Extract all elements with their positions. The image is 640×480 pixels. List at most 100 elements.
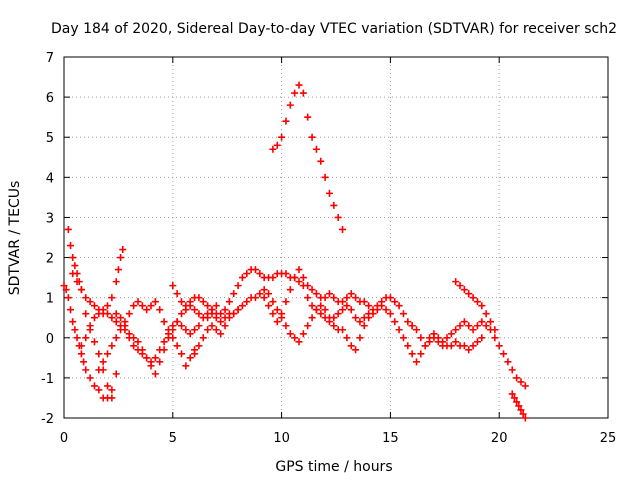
data-point (80, 358, 88, 366)
data-point (465, 346, 473, 354)
data-point (117, 254, 125, 262)
data-point (443, 334, 451, 342)
data-point (191, 306, 199, 314)
data-point (160, 346, 168, 354)
data-point (291, 334, 299, 342)
y-tick-label: 4 (46, 171, 54, 186)
y-tick-label: -1 (41, 372, 54, 387)
data-point (312, 290, 320, 298)
data-point (265, 290, 273, 298)
series-track-7 (169, 266, 373, 318)
data-point (125, 330, 133, 338)
data-point (282, 270, 290, 278)
data-point (452, 338, 460, 346)
data-point (90, 314, 98, 322)
data-point (352, 314, 360, 322)
data-point (151, 298, 159, 306)
data-point (108, 342, 116, 350)
data-point (352, 346, 360, 354)
series-track-8 (191, 286, 342, 358)
data-point (378, 302, 386, 310)
data-point (114, 266, 122, 274)
data-point (199, 334, 207, 342)
series-track-14 (269, 81, 347, 233)
data-point (482, 322, 490, 330)
data-point (299, 282, 307, 290)
data-point (365, 302, 373, 310)
data-point (71, 262, 79, 270)
data-point (117, 314, 125, 322)
data-point (160, 318, 168, 326)
data-point (360, 298, 368, 306)
data-point (308, 286, 316, 294)
data-point (282, 322, 290, 330)
data-point (112, 310, 120, 318)
y-tick-label: 6 (46, 91, 54, 106)
data-point (195, 342, 203, 350)
data-point (186, 298, 194, 306)
data-point (217, 318, 225, 326)
series-track-3 (69, 246, 127, 318)
data-point (173, 290, 181, 298)
data-point (460, 286, 468, 294)
data-point (99, 306, 107, 314)
data-point (169, 326, 177, 334)
data-point (195, 294, 203, 302)
data-point (382, 306, 390, 314)
data-point (269, 274, 277, 282)
data-point (356, 318, 364, 326)
data-point (60, 282, 68, 290)
data-point (452, 326, 460, 334)
data-point (138, 346, 146, 354)
data-point (108, 294, 116, 302)
series-track-5 (95, 298, 199, 374)
data-point (286, 101, 294, 109)
x-axis-label: GPS time / hours (275, 459, 392, 475)
data-point (521, 382, 529, 390)
data-point (199, 298, 207, 306)
data-point (321, 294, 329, 302)
data-point (482, 310, 490, 318)
data-point (447, 342, 455, 350)
data-point (62, 286, 70, 294)
data-point (95, 366, 103, 374)
data-point (386, 294, 394, 302)
data-point (151, 354, 159, 362)
data-point (156, 358, 164, 366)
data-point (178, 350, 186, 358)
data-point (104, 350, 112, 358)
data-point (282, 117, 290, 125)
data-point (282, 298, 290, 306)
data-point (204, 302, 212, 310)
data-point (147, 362, 155, 370)
data-point (334, 310, 342, 318)
data-point (404, 318, 412, 326)
data-point (186, 330, 194, 338)
data-point (325, 189, 333, 197)
data-point (121, 322, 129, 330)
data-point (347, 306, 355, 314)
data-point (404, 342, 412, 350)
y-tick-label: 2 (46, 252, 54, 267)
data-point (130, 334, 138, 342)
data-point (243, 298, 251, 306)
data-point (291, 274, 299, 282)
data-point (169, 282, 177, 290)
data-point (321, 306, 329, 314)
data-point (238, 274, 246, 282)
data-point (426, 338, 434, 346)
data-point (265, 302, 273, 310)
data-point (295, 338, 303, 346)
x-tick-label: 10 (273, 431, 290, 446)
data-point (130, 342, 138, 350)
data-point (308, 302, 316, 310)
data-point (308, 314, 316, 322)
data-point (491, 334, 499, 342)
data-point (469, 294, 477, 302)
data-point (112, 318, 120, 326)
data-point (173, 318, 181, 326)
data-point (77, 350, 85, 358)
plot-frame (63, 56, 609, 419)
data-point (191, 326, 199, 334)
data-point (460, 342, 468, 350)
